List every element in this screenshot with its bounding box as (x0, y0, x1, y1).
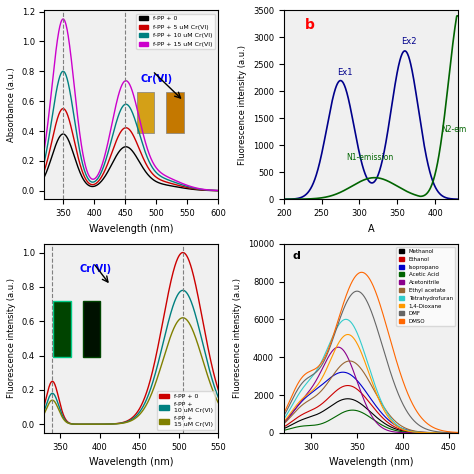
Y-axis label: Fluorescence intensity (a.u.): Fluorescence intensity (a.u.) (238, 45, 247, 165)
Y-axis label: Fluorescence intensity (a.u.): Fluorescence intensity (a.u.) (233, 278, 242, 398)
X-axis label: Wavelength (nm): Wavelength (nm) (328, 457, 413, 467)
Legend: f-PP + 0, f-PP +
10 uM Cr(VI), f-PP +
15 uM Cr(VI): f-PP + 0, f-PP + 10 uM Cr(VI), f-PP + 15… (157, 392, 215, 429)
Text: N2-em: N2-em (441, 125, 466, 134)
Text: Cr(VI): Cr(VI) (140, 74, 172, 84)
Bar (53, 301, 71, 357)
Y-axis label: Absorbance (a.u.): Absorbance (a.u.) (7, 67, 16, 142)
Legend: f-PP + 0, f-PP + 5 uM Cr(VI), f-PP + 10 uM Cr(VI), f-PP + 15 uM Cr(VI): f-PP + 0, f-PP + 5 uM Cr(VI), f-PP + 10 … (137, 14, 215, 49)
Text: Ex2: Ex2 (401, 37, 417, 46)
Bar (137, 91, 154, 133)
Text: Ex1: Ex1 (337, 68, 352, 77)
Text: b: b (305, 18, 315, 32)
X-axis label: Wavelength (nm): Wavelength (nm) (89, 224, 173, 234)
Text: d: d (292, 251, 301, 261)
Bar (166, 91, 183, 133)
Text: N1-emission: N1-emission (346, 154, 394, 163)
Bar (83, 301, 100, 357)
X-axis label: Wavelength (nm): Wavelength (nm) (89, 457, 173, 467)
Y-axis label: Fluorescence intensity (a.u.): Fluorescence intensity (a.u.) (7, 278, 16, 398)
Text: Cr(VI): Cr(VI) (79, 264, 111, 274)
X-axis label: A: A (367, 224, 374, 234)
Legend: Methanol, Ethanol, Isopropano, Acetic Acid, Acetonitrile, Ethyl acetate, Tetrahy: Methanol, Ethanol, Isopropano, Acetic Ac… (396, 247, 455, 326)
